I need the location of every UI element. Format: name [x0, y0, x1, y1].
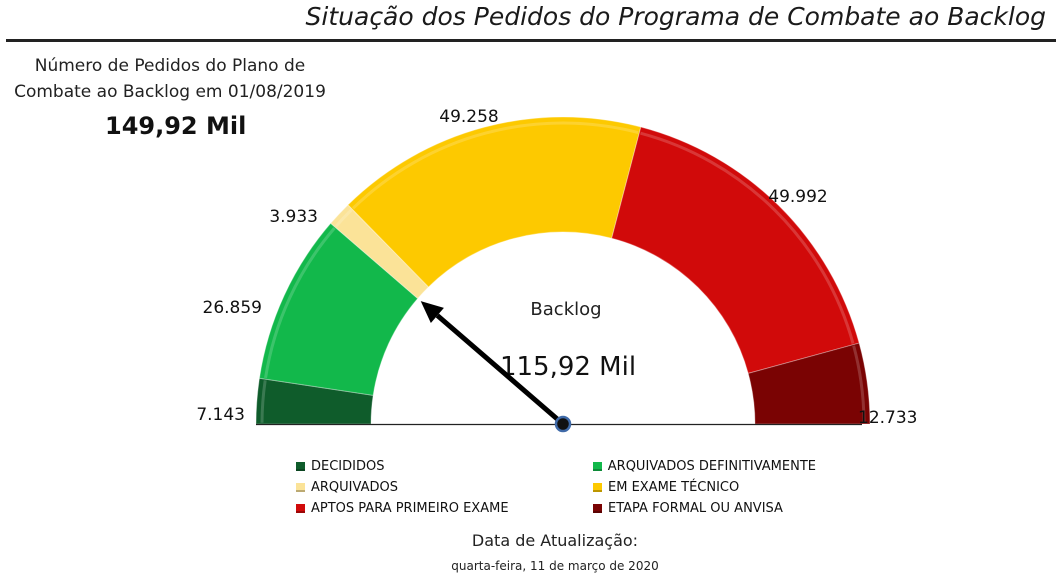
legend-label: ETAPA FORMAL OU ANVISA	[608, 501, 783, 516]
gauge-needle-hub	[554, 415, 572, 433]
legend-label: ARQUIVADOS	[311, 480, 398, 495]
update-date: quarta-feira, 11 de março de 2020	[451, 559, 659, 573]
gauge-segment-highlight	[264, 227, 336, 379]
legend-swatch	[296, 504, 305, 513]
gauge-segment-em-exame-tecnico	[347, 116, 642, 288]
gauge-needle-shaft	[435, 313, 565, 426]
kpi-value: 149,92 Mil	[105, 112, 247, 140]
gauge-segment-highlight	[852, 345, 866, 423]
gauge-center-label: Backlog	[530, 299, 601, 320]
legend-item-decididos: DECIDIDOS	[296, 458, 593, 475]
gauge-segment-label-em-exame-tecnico: 49.258	[439, 107, 498, 127]
update-label: Data de Atualização:	[471, 531, 639, 550]
gauge-segment-highlight	[334, 208, 353, 228]
legend-swatch	[593, 483, 602, 492]
legend-label: DECIDIDOS	[311, 459, 385, 474]
legend-swatch	[296, 462, 305, 471]
title-rule	[6, 39, 1056, 42]
gauge-center-value: 115,92 Mil	[500, 352, 636, 382]
gauge-needle-head	[420, 301, 444, 324]
kpi-caption: Número de Pedidos do Plano de Combate ao…	[14, 56, 326, 102]
gauge-segment-highlight	[352, 121, 639, 210]
legend-item-arquivados-definitivamente: ARQUIVADOS DEFINITIVAMENTE	[593, 458, 816, 475]
legend-label: APTOS PARA PRIMEIRO EXAME	[311, 501, 509, 516]
legend-swatch	[593, 504, 602, 513]
legend-item-etapa-formal-ou-anvisa: ETAPA FORMAL OU ANVISA	[593, 500, 816, 517]
gauge-segment-arquivados-definitivamente	[258, 222, 419, 396]
legend: DECIDIDOS ARQUIVADOS DEFINITIVAMENTE ARQ…	[296, 458, 816, 517]
legend-swatch	[593, 462, 602, 471]
gauge-segment-aptos-para-primeiro-exame	[611, 126, 860, 374]
gauge-segment-label-decididos: 7.143	[196, 405, 245, 425]
gauge-segment-highlight	[640, 131, 855, 344]
gauge-needle	[420, 301, 572, 433]
legend-label: ARQUIVADOS DEFINITIVAMENTE	[607, 459, 816, 474]
gauge-segment-arquivados	[329, 204, 430, 300]
gauge-segment-label-etapa-formal-ou-anvisa: 12.733	[858, 408, 917, 428]
gauge-segment-labels: 7.143 26.859 3.933 49.258 49.992 12.733	[196, 107, 917, 428]
legend-item-arquivados: ARQUIVADOS	[296, 479, 593, 496]
gauge-segment-label-arquivados-definitivamente: 26.859	[203, 298, 262, 318]
legend-swatch	[296, 483, 305, 492]
legend-item-em-exame-tecnico: EM EXAME TÉCNICO	[593, 479, 816, 496]
page-title: Situação dos Pedidos do Programa de Comb…	[305, 2, 1046, 31]
gauge-segment-decididos	[255, 377, 374, 425]
gauge-segment-label-aptos-para-primeiro-exame: 49.992	[768, 187, 827, 207]
legend-item-aptos-para-primeiro-exame: APTOS PARA PRIMEIRO EXAME	[296, 500, 593, 517]
gauge-segments	[255, 116, 871, 425]
gauge-segment-label-arquivados: 3.933	[269, 207, 318, 227]
legend-label: EM EXAME TÉCNICO	[608, 480, 740, 495]
gauge-segment-highlight	[260, 380, 267, 423]
